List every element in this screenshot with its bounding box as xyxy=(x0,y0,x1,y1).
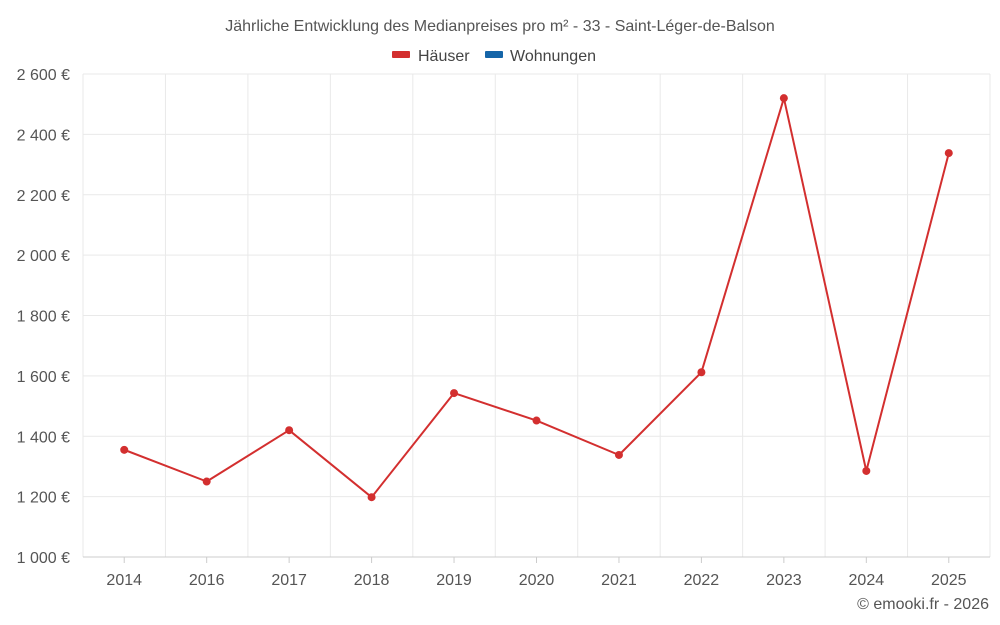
legend: Häuser Wohnungen xyxy=(392,48,596,65)
y-tick-label: 1 600 € xyxy=(17,369,70,386)
x-tick-label: 2024 xyxy=(849,572,885,589)
y-tick-label: 1 200 € xyxy=(17,490,70,507)
credit-text: © emooki.fr - 2026 xyxy=(857,596,989,613)
legend-label-apartments: Wohnungen xyxy=(510,48,596,65)
x-tick-label: 2014 xyxy=(106,572,142,589)
y-tick-label: 1 400 € xyxy=(17,429,70,446)
x-tick-label: 2021 xyxy=(601,572,637,589)
legend-label-houses: Häuser xyxy=(418,48,470,65)
data-point[interactable] xyxy=(944,149,953,158)
x-tick-label: 2023 xyxy=(766,572,802,589)
y-tick-label: 2 600 € xyxy=(17,67,70,84)
series-layer xyxy=(120,94,953,502)
data-point[interactable] xyxy=(779,94,788,103)
x-axis: 2014 2016 2017 2018 2019 2020 2021 2022 2023 2024… xyxy=(106,557,967,589)
legend-item-apartments[interactable]: Wohnungen xyxy=(485,48,596,65)
y-tick-label: 1 000 € xyxy=(17,550,70,567)
y-tick-label: 2 400 € xyxy=(17,127,70,144)
legend-swatch-apartments xyxy=(485,51,503,58)
y-axis: 1 000 € 1 200 € 1 400 € 1 600 € 1 800 € 2 000… xyxy=(17,67,70,567)
grid xyxy=(82,73,991,558)
data-point[interactable] xyxy=(862,466,871,475)
data-point[interactable] xyxy=(697,368,706,377)
y-tick-label: 1 800 € xyxy=(17,309,70,326)
data-point[interactable] xyxy=(120,445,129,454)
data-point[interactable] xyxy=(367,493,376,502)
y-tick-label: 2 000 € xyxy=(17,248,70,265)
data-point[interactable] xyxy=(285,426,294,435)
x-tick-label: 2022 xyxy=(684,572,720,589)
x-tick-label: 2025 xyxy=(931,572,967,589)
data-point[interactable] xyxy=(614,450,623,459)
legend-swatch-houses xyxy=(392,51,410,58)
chart-title: Jährliche Entwicklung des Medianpreises … xyxy=(225,18,775,35)
x-tick-label: 2018 xyxy=(354,572,390,589)
legend-item-houses[interactable]: Häuser xyxy=(392,48,470,65)
x-tick-label: 2019 xyxy=(436,572,472,589)
x-tick-label: 2016 xyxy=(189,572,225,589)
data-point[interactable] xyxy=(532,416,541,425)
x-tick-label: 2020 xyxy=(519,572,555,589)
data-point[interactable] xyxy=(450,389,459,398)
data-point[interactable] xyxy=(202,477,211,486)
y-tick-label: 2 200 € xyxy=(17,188,70,205)
x-tick-label: 2017 xyxy=(271,572,307,589)
